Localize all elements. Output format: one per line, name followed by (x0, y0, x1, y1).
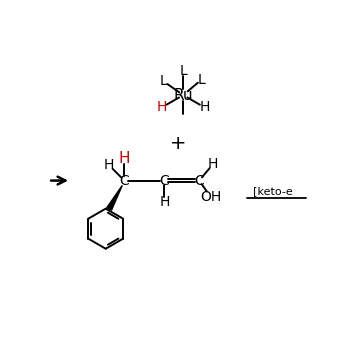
Text: H: H (157, 100, 167, 115)
Text: [keto-e: [keto-e (253, 186, 293, 196)
Text: +: + (170, 134, 186, 153)
Text: Ru: Ru (174, 87, 193, 103)
Text: H: H (159, 195, 170, 210)
Polygon shape (107, 185, 122, 210)
Text: H: H (199, 100, 210, 115)
Text: H: H (119, 151, 130, 166)
Text: L: L (198, 73, 205, 87)
Text: C: C (194, 174, 204, 188)
Text: H: H (104, 158, 114, 172)
Text: OH: OH (200, 190, 221, 204)
Text: C: C (160, 174, 169, 188)
Text: L: L (160, 74, 167, 88)
Text: H: H (208, 157, 218, 171)
Text: C: C (119, 174, 129, 188)
Text: L: L (179, 64, 187, 78)
